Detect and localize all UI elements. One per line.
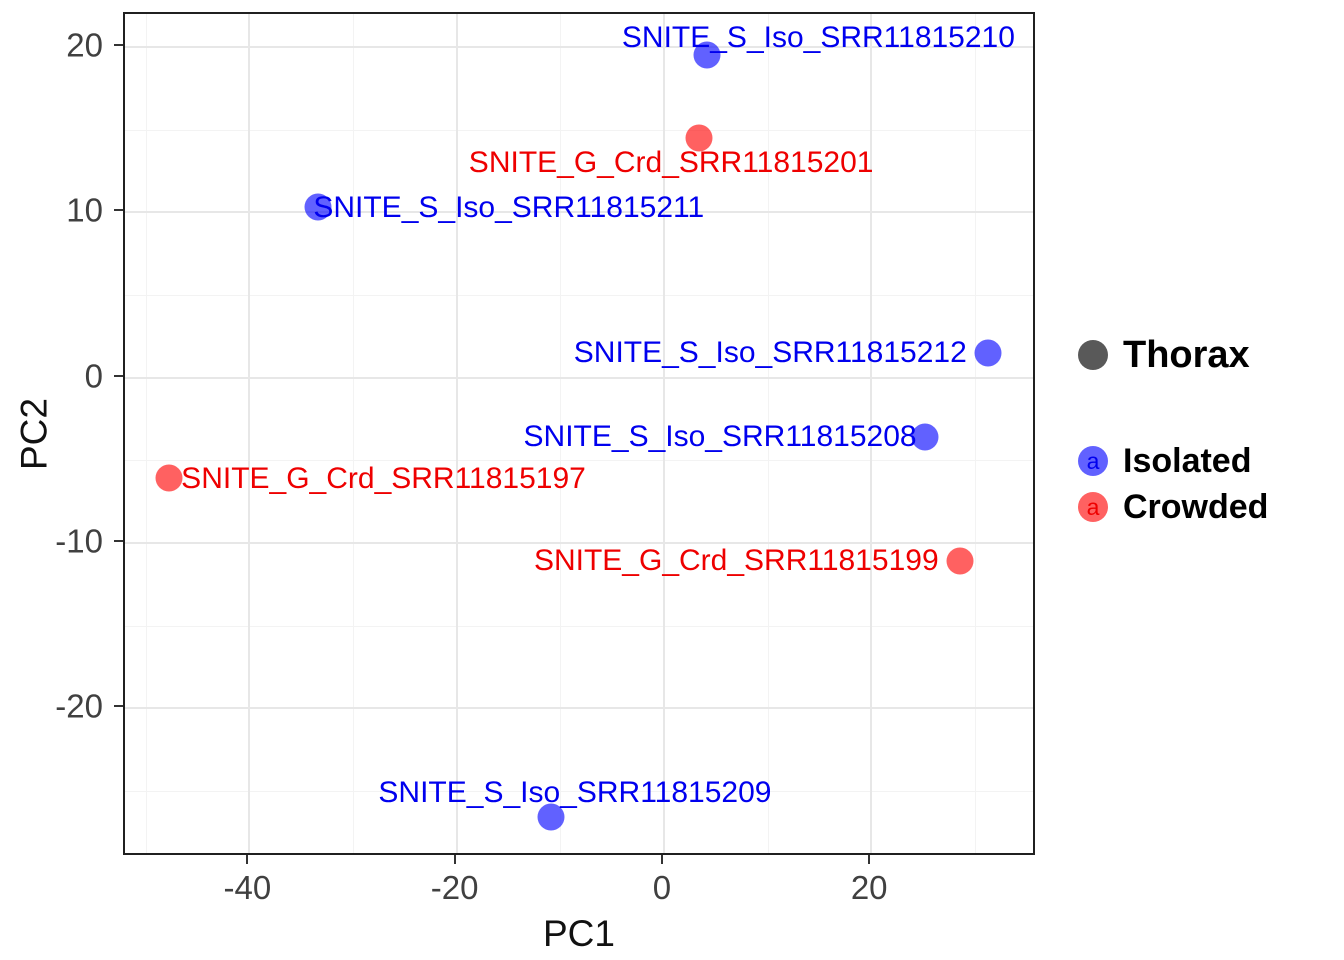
x-tick-mark xyxy=(868,855,871,864)
gridline-minor-v xyxy=(560,14,562,853)
plot-panel: SNITE_S_Iso_SRR11815210 SNITE_G_Crd_SRR11… xyxy=(123,12,1035,855)
y-tick-label: 10 xyxy=(66,191,103,229)
y-tick-mark xyxy=(114,209,123,212)
data-point xyxy=(537,803,565,831)
x-tick-label: 20 xyxy=(850,869,888,906)
data-point xyxy=(911,423,939,451)
data-point-label: SNITE_S_Iso_SRR11815208 xyxy=(523,420,917,454)
legend-key-letter: a xyxy=(1086,447,1100,474)
crowded-key-dot-icon: a xyxy=(1078,492,1108,522)
data-point xyxy=(155,464,183,492)
gridline-minor-h xyxy=(125,790,1033,792)
legend-key-letter: a xyxy=(1086,493,1100,520)
data-point xyxy=(693,41,721,69)
gridline-minor-h xyxy=(125,295,1033,296)
gridline-minor-h xyxy=(125,625,1033,627)
gridline-minor-v xyxy=(145,14,147,853)
y-tick-label: -10 xyxy=(55,522,103,560)
gridline-major-v xyxy=(248,14,251,853)
data-point xyxy=(974,339,1002,367)
legend-item-crowded: a Crowded xyxy=(1078,484,1268,530)
gridline-minor-v xyxy=(353,14,354,853)
gridline-major-h xyxy=(125,376,1033,379)
y-tick-mark xyxy=(114,374,123,377)
gridlines-layer xyxy=(125,14,1033,853)
data-point-label: SNITE_S_Iso_SRR11815212 xyxy=(573,335,967,369)
legend-title: Thorax xyxy=(1123,333,1250,376)
data-point-label: SNITE_G_Crd_SRR11815199 xyxy=(533,544,939,578)
data-point-label: SNITE_G_Crd_SRR11815197 xyxy=(181,462,586,496)
data-point-label: SNITE_S_Iso_SRR11815210 xyxy=(621,21,1015,55)
gridline-minor-h xyxy=(125,129,1033,131)
gridline-minor-v xyxy=(767,14,769,853)
legend-group-condition: a Isolated a Crowded xyxy=(1078,438,1268,530)
y-tick-mark xyxy=(114,44,123,47)
x-axis-title: PC1 xyxy=(543,913,615,954)
y-axis-title: PC2 xyxy=(13,397,55,470)
gridline-minor-h xyxy=(125,460,1033,462)
x-tick-label: -20 xyxy=(430,869,479,906)
data-point xyxy=(685,124,713,152)
x-tick-label: -40 xyxy=(223,869,272,906)
data-point xyxy=(304,193,332,221)
gridline-major-h xyxy=(125,211,1033,214)
gridline-major-h xyxy=(125,541,1033,544)
data-point xyxy=(946,547,974,575)
legend-entry-label: Isolated xyxy=(1123,441,1252,480)
x-tick-mark xyxy=(246,855,249,864)
legend-group-thorax: Thorax xyxy=(1078,332,1268,378)
gridline-minor-v xyxy=(974,14,976,853)
data-point-label: SNITE_G_Crd_SRR11815201 xyxy=(468,145,874,179)
legend-item-thorax: Thorax xyxy=(1078,332,1268,378)
gridline-major-h xyxy=(125,707,1033,710)
y-tick-label: -20 xyxy=(55,687,103,725)
y-tick-label: 20 xyxy=(66,26,103,64)
gridline-major-v xyxy=(870,14,873,853)
data-point-label: SNITE_S_Iso_SRR11815211 xyxy=(313,191,705,225)
isolated-key-dot-icon: a xyxy=(1078,446,1108,476)
y-tick-mark xyxy=(114,539,123,542)
legend: Thorax a Isolated a Crowded xyxy=(1078,332,1268,530)
gridline-major-v xyxy=(662,14,665,853)
points-layer: SNITE_S_Iso_SRR11815210 SNITE_G_Crd_SRR11… xyxy=(125,14,1033,853)
y-tick-label: 0 xyxy=(84,357,103,395)
y-tick-mark xyxy=(114,705,123,708)
x-tick-mark xyxy=(453,855,456,864)
data-point-label: SNITE_S_Iso_SRR11815209 xyxy=(378,776,772,810)
thorax-key-dot-icon xyxy=(1078,340,1108,370)
gridline-major-h xyxy=(125,46,1033,49)
legend-entry-label: Crowded xyxy=(1123,487,1269,526)
gridline-major-v xyxy=(455,14,458,853)
x-tick-label: 0 xyxy=(652,869,672,906)
x-tick-mark xyxy=(660,855,663,864)
legend-item-isolated: a Isolated xyxy=(1078,438,1268,484)
